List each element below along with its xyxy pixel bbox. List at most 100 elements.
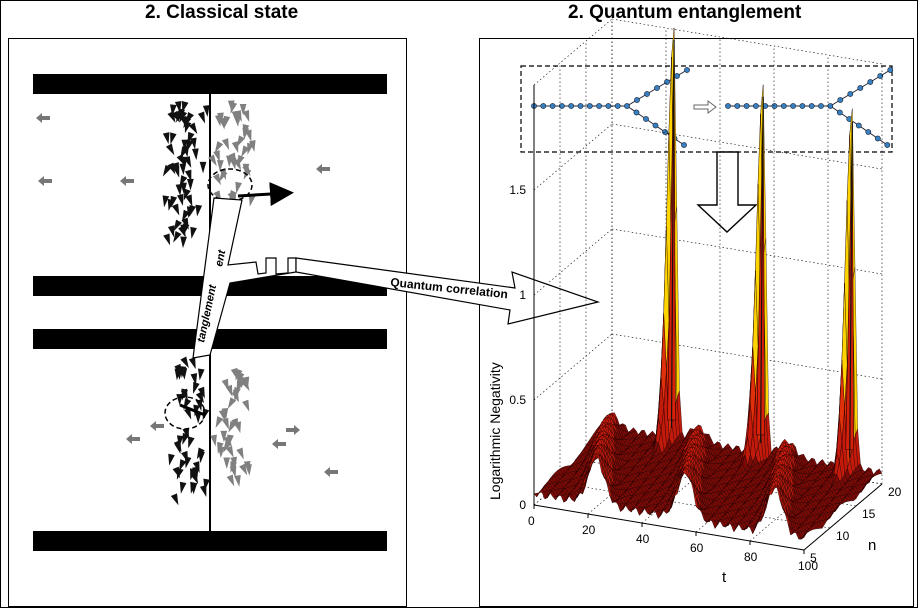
network-node xyxy=(847,91,854,97)
network-node xyxy=(865,129,872,135)
bird-icon xyxy=(210,434,217,447)
bird-icon xyxy=(190,481,197,494)
n-tick-label: 5 xyxy=(810,551,817,565)
bird-icon xyxy=(195,391,204,404)
network-transition-arrow xyxy=(693,100,717,114)
bird-icon xyxy=(175,184,183,196)
channel-bar-top-1 xyxy=(33,74,387,94)
bird-icon xyxy=(167,162,176,175)
bird-icon xyxy=(217,159,224,172)
bird-icon xyxy=(247,142,254,155)
n-tick-label: 15 xyxy=(862,507,876,521)
bird-icon xyxy=(181,139,189,152)
network-node xyxy=(790,103,796,109)
bird-icon xyxy=(185,194,193,207)
left-title: 2. Classical state xyxy=(145,2,299,23)
bird-icon xyxy=(217,112,224,125)
network-node xyxy=(799,103,806,109)
motion-arrow-icon xyxy=(150,421,164,431)
flock-bottom xyxy=(168,356,252,506)
bird-icon xyxy=(231,141,239,154)
network-node xyxy=(586,103,593,109)
bird-icon xyxy=(234,474,241,487)
network-node xyxy=(808,103,815,109)
bird-icon xyxy=(180,236,187,249)
bird-icon xyxy=(181,209,190,222)
t-tick-label: 100 xyxy=(798,559,818,573)
network-node xyxy=(540,103,547,109)
bird-icon xyxy=(195,204,203,217)
bird-icon xyxy=(173,219,182,232)
network-node xyxy=(877,73,884,79)
entanglement-label-1: ent xyxy=(213,248,228,268)
bird-icon xyxy=(187,178,194,191)
bird-icon xyxy=(173,440,182,452)
bird-icon xyxy=(190,468,197,481)
bird-icon xyxy=(242,124,250,136)
bird-icon xyxy=(180,388,188,401)
z-tick-label: 0.5 xyxy=(509,393,526,407)
bird-icon xyxy=(229,465,237,478)
bird-icon xyxy=(179,481,187,494)
bird-icon xyxy=(227,397,237,409)
network-node xyxy=(662,129,668,135)
bird-icon xyxy=(234,421,242,434)
network-node xyxy=(771,103,778,109)
bird-icon xyxy=(170,195,178,208)
network-node xyxy=(753,103,759,109)
network-node xyxy=(643,116,649,122)
n-tick-label: 20 xyxy=(888,485,902,499)
network-node xyxy=(596,103,602,109)
bird-icon xyxy=(176,154,185,166)
network-node xyxy=(884,142,891,148)
motion-arrow-icon xyxy=(36,113,50,123)
bird-icon xyxy=(189,204,197,217)
bird-icon xyxy=(179,459,187,471)
z-tick-label: 0 xyxy=(519,498,526,512)
bird-icon xyxy=(192,148,199,161)
bird-icon xyxy=(165,143,175,156)
network-node xyxy=(684,67,690,73)
bird-icon xyxy=(218,409,226,422)
bird-icon xyxy=(237,154,245,167)
side-arrows xyxy=(36,113,338,477)
network-node xyxy=(568,103,575,109)
bird-icon xyxy=(180,356,189,369)
motion-arrow-icon xyxy=(120,176,134,186)
network-node xyxy=(818,103,824,109)
bird-icon xyxy=(189,137,197,150)
z-axis-label: Logarithmic Negativity xyxy=(487,362,503,500)
network-node xyxy=(605,103,612,109)
network-node xyxy=(577,103,584,109)
bird-icon xyxy=(242,399,250,412)
motion-arrow-icon xyxy=(126,434,140,444)
bold-arrow-top xyxy=(237,182,294,207)
bird-icon xyxy=(188,436,195,449)
bird-icon xyxy=(170,132,177,145)
t-tick-label: 20 xyxy=(582,523,596,537)
motion-arrow-icon xyxy=(286,425,300,435)
network-node xyxy=(743,103,750,109)
bird-icon xyxy=(223,440,232,453)
n-tick-label: 10 xyxy=(836,529,850,543)
bird-icon xyxy=(202,105,210,117)
network-node xyxy=(780,103,787,109)
motion-arrow-icon xyxy=(38,176,52,186)
network-node xyxy=(836,109,843,116)
network-node xyxy=(652,122,659,129)
bird-icon xyxy=(236,447,244,460)
bird-icon xyxy=(235,181,242,194)
bird-icon xyxy=(178,108,186,121)
bird-icon xyxy=(234,386,241,399)
bird-icon xyxy=(178,225,186,238)
network-node xyxy=(867,79,874,85)
bird-icon xyxy=(170,493,179,506)
motion-arrow-icon xyxy=(272,439,286,449)
bird-icon xyxy=(190,373,198,386)
network-node xyxy=(674,73,680,79)
bird-icon xyxy=(212,173,221,186)
bird-icon xyxy=(194,412,202,424)
